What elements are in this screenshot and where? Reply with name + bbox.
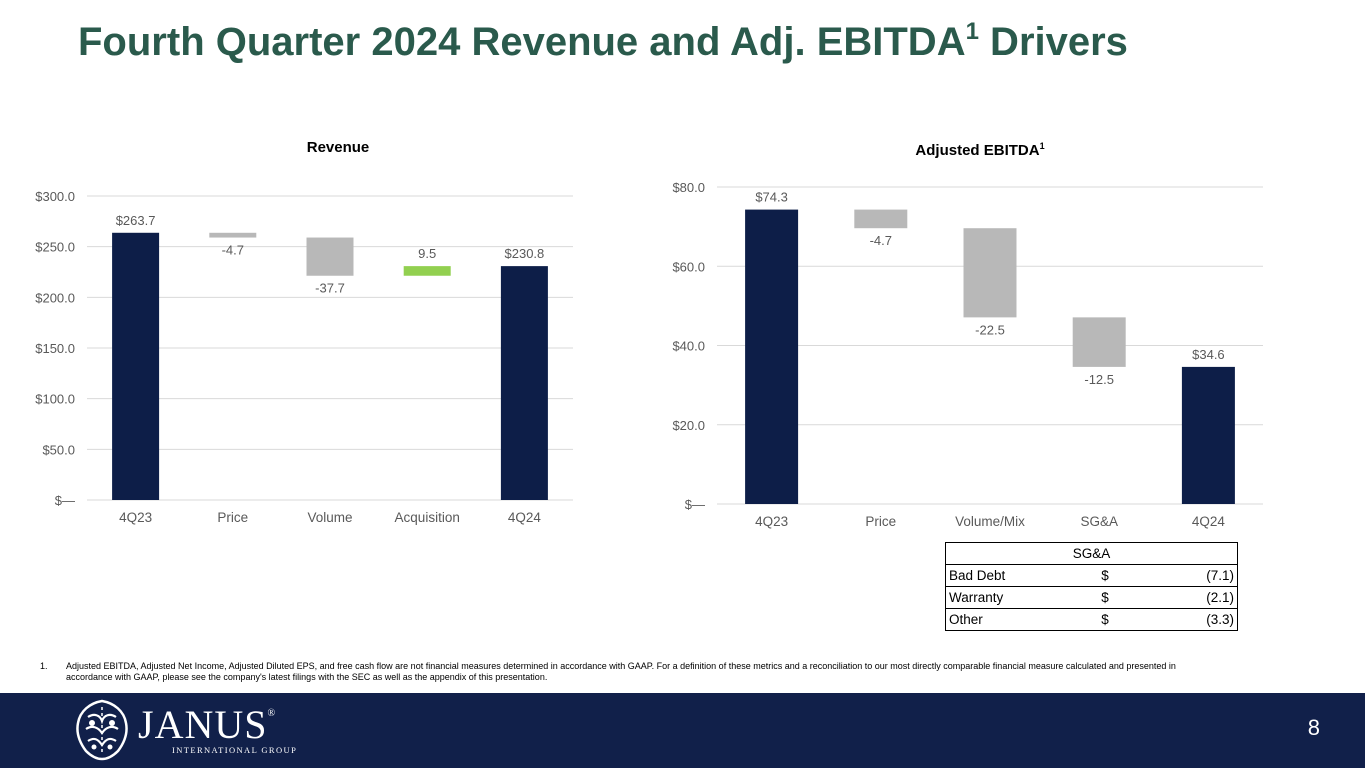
data-label: $34.6 (1192, 347, 1225, 362)
footnote-text: Adjusted EBITDA, Adjusted Net Income, Ad… (66, 661, 1176, 682)
y-tick-label: $100.0 (35, 392, 75, 407)
y-tick-label: $200.0 (35, 290, 75, 305)
row-value: (7.1) (1138, 564, 1238, 587)
bar-acquisition (403, 266, 451, 276)
janus-emblem-icon (76, 699, 128, 761)
x-tick-label: SG&A (1080, 514, 1118, 529)
page-number: 8 (1307, 715, 1320, 740)
bar-4q23 (112, 232, 160, 500)
bar-4q24 (500, 266, 548, 500)
data-label: 9.5 (418, 246, 436, 261)
x-tick-label: 4Q23 (119, 510, 152, 525)
bar-price (854, 209, 908, 229)
y-tick-label: $— (685, 497, 705, 512)
data-label: $263.7 (116, 213, 156, 228)
revenue-chart-title: Revenue (306, 139, 370, 156)
table-header-row: SG&A (945, 542, 1238, 565)
y-tick-label: $40.0 (672, 339, 705, 354)
company-logo-subtitle: INTERNATIONAL GROUP (172, 745, 298, 755)
x-tick-label: Price (217, 510, 248, 525)
table-header: SG&A (945, 542, 1238, 565)
y-tick-label: $20.0 (672, 418, 705, 433)
x-tick-label: 4Q24 (1192, 514, 1226, 529)
row-value: (3.3) (1138, 608, 1238, 631)
data-label: -22.5 (975, 322, 1005, 337)
ebitda-chart-title: Adjusted EBITDA1 (915, 141, 1045, 160)
bar-sg-a (1072, 317, 1126, 367)
y-tick-label: $150.0 (35, 341, 75, 356)
y-tick-label: $60.0 (672, 259, 705, 274)
row-currency: $ (1072, 608, 1138, 631)
row-label: Other (945, 608, 1072, 631)
data-label: -4.7 (222, 243, 244, 258)
bar-volume (306, 237, 354, 276)
data-label: -37.7 (315, 281, 345, 296)
x-tick-label: Acquisition (395, 510, 460, 525)
bar-4q23 (745, 209, 799, 504)
data-label: $74.3 (755, 190, 788, 205)
row-label: Warranty (945, 586, 1072, 609)
footnote-number: 1. (40, 661, 48, 671)
row-currency: $ (1072, 586, 1138, 609)
row-currency: $ (1072, 564, 1138, 587)
y-tick-label: $300.0 (35, 189, 75, 204)
table-row: Other $ (3.3) (945, 608, 1238, 631)
y-tick-label: $— (55, 493, 75, 508)
y-tick-label: $80.0 (672, 180, 705, 195)
row-label: Bad Debt (945, 564, 1072, 587)
x-tick-label: 4Q24 (508, 510, 542, 525)
data-label: -12.5 (1084, 372, 1114, 387)
bar-4q24 (1181, 366, 1235, 504)
page-title: Fourth Quarter 2024 Revenue and Adj. EBI… (78, 18, 1128, 65)
data-label: $230.8 (505, 246, 545, 261)
row-value: (2.1) (1138, 586, 1238, 609)
y-tick-label: $50.0 (42, 442, 75, 457)
table-row: Bad Debt $ (7.1) (945, 564, 1238, 587)
bar-price (209, 232, 257, 238)
x-tick-label: Volume/Mix (955, 514, 1025, 529)
x-tick-label: Price (865, 514, 896, 529)
footer-bar: JANUS® INTERNATIONAL GROUP 8 (0, 693, 1365, 768)
x-tick-label: 4Q23 (755, 514, 788, 529)
company-logo-text: JANUS® (138, 702, 277, 747)
y-tick-label: $250.0 (35, 240, 75, 255)
footnote: 1. Adjusted EBITDA, Adjusted Net Income,… (40, 661, 1180, 683)
table-row: Warranty $ (2.1) (945, 586, 1238, 609)
data-label: -4.7 (870, 233, 892, 248)
bar-volume-mix (963, 228, 1017, 318)
x-tick-label: Volume (307, 510, 352, 525)
sga-breakdown-table: SG&A Bad Debt $ (7.1) Warranty $ (2.1) O… (945, 542, 1238, 631)
